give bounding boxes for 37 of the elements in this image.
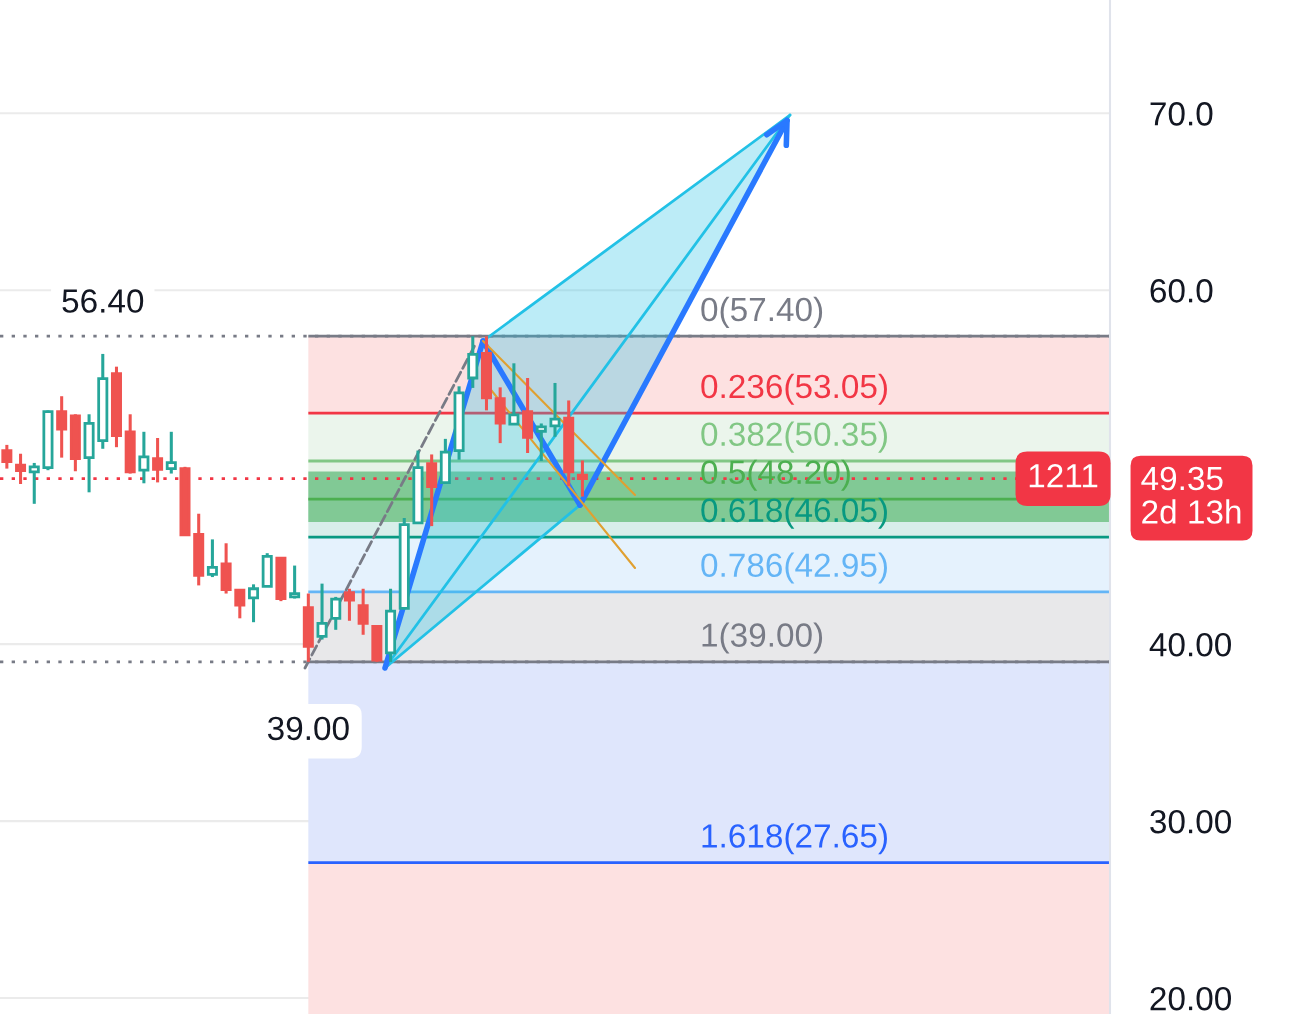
candlestick [330,595,342,630]
ref-line-label: 0(57.40) [701,296,823,328]
candlestick [343,588,355,621]
candlestick [234,588,246,619]
annotation: 56.40 [62,289,144,313]
candlestick [508,363,520,426]
candlestick [467,336,479,388]
candlestick [549,381,561,437]
candlestick [28,461,40,504]
y-tick-label: 60.0 [1150,279,1213,303]
candlestick [535,423,547,461]
annotation: 1211 [1029,464,1098,488]
candlestick [248,584,260,624]
candlestick [152,437,164,483]
ref-line-label: 0.786(42.95) [701,552,887,584]
candlestick [138,430,150,484]
candlestick [165,430,177,474]
ref-line-label: 1.618(27.65) [702,823,887,855]
candlestick [1,443,13,469]
annotation: 39.00 [267,716,349,741]
candlestick [56,396,68,458]
ref-line-label: 1(39.00) [702,622,823,654]
candlestick [426,454,438,528]
candlestick [576,460,588,497]
ref-line-label: 0.382(50.35) [701,421,887,453]
y-tick-label: 20.00 [1150,986,1231,1011]
y-tick-label: 30.00 [1150,809,1231,834]
candlestick [15,453,27,484]
candlestick [357,588,369,635]
candlestick [316,583,328,640]
candlestick [289,565,301,599]
y-tick-label: 70.0 [1150,102,1213,126]
ref-line-label: 0.618(46.05) [701,497,887,529]
y-tick-label: 40.00 [1149,632,1231,657]
ref-line-label: 49.35 2d 13h [1141,466,1241,524]
ref-line-label: 0.236(53.05) [701,373,887,405]
candlestick [206,539,218,579]
